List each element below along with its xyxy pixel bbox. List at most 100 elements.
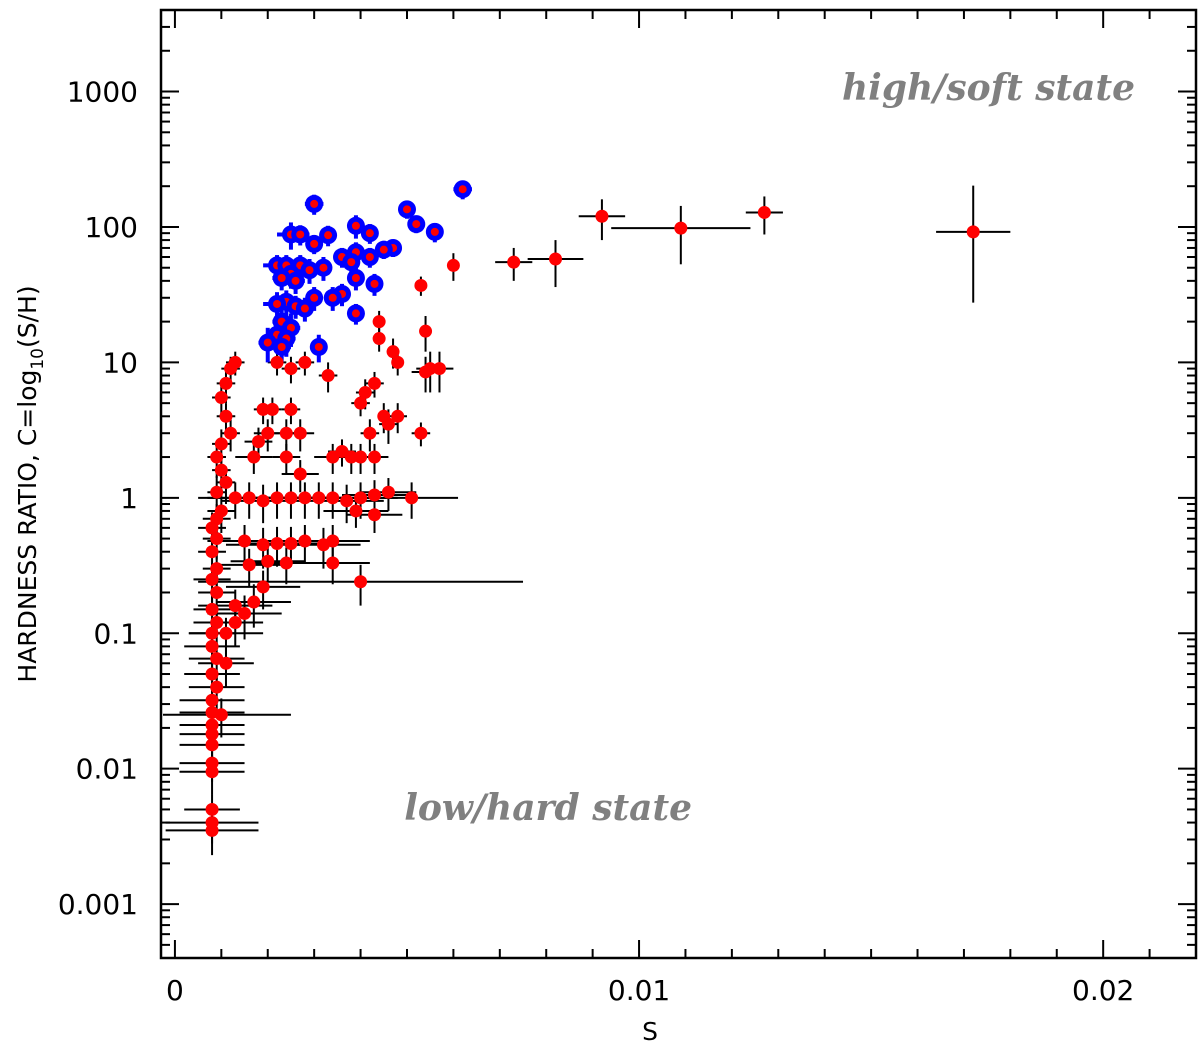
y-axis-title-suffix: (S/H) [13, 285, 42, 348]
data-point-low-hard [340, 494, 354, 508]
annotation-low-hard-state: low/hard state [404, 787, 692, 829]
annotation-high-soft-state: high/soft state [842, 67, 1135, 109]
data-point-low-hard [205, 639, 219, 653]
data-point-low-hard [228, 599, 242, 613]
data-point-high-soft-center [328, 293, 337, 302]
data-point-low-hard [372, 332, 386, 346]
data-point-high-soft-center [365, 253, 374, 262]
data-point-low-hard [210, 680, 224, 694]
data-point-low-hard [247, 450, 261, 464]
data-point-low-hard [214, 437, 228, 451]
data-point-low-hard [228, 616, 242, 630]
data-point-low-hard [205, 718, 219, 732]
data-point-high-soft-center [430, 227, 439, 236]
data-point-low-hard [354, 450, 368, 464]
data-point-low-hard [326, 450, 340, 464]
data-point-high-soft-center [347, 258, 356, 267]
data-point-low-hard [256, 580, 270, 594]
data-point-high-soft-center [310, 239, 319, 248]
data-point-low-hard [279, 450, 293, 464]
data-point-low-hard [210, 450, 224, 464]
data-point-low-hard [205, 802, 219, 816]
y-tick-label: 0.01 [76, 753, 138, 786]
x-tick-label: 0.02 [1072, 974, 1134, 1007]
x-tick-label: 0 [166, 974, 184, 1007]
data-point-low-hard [261, 426, 275, 440]
data-point-high-soft-center [310, 293, 319, 302]
data-point-high-soft-center [300, 304, 309, 313]
data-point-low-hard [270, 491, 284, 505]
data-point-low-hard [358, 385, 372, 399]
data-point-low-hard [279, 426, 293, 440]
data-point-high-soft-center [273, 299, 282, 308]
data-point-low-hard [354, 396, 368, 410]
data-point-low-hard [256, 494, 270, 508]
data-point-low-hard [210, 485, 224, 499]
data-point-low-hard [284, 362, 298, 376]
data-point-low-hard [414, 426, 428, 440]
x-tick-label: 0.01 [608, 974, 670, 1007]
data-point-high-soft-center [296, 230, 305, 239]
data-point-low-hard [214, 463, 228, 477]
y-tick-label: 0.1 [93, 617, 138, 650]
data-point-low-hard [219, 409, 233, 423]
data-point-low-hard [205, 521, 219, 535]
data-point-low-hard [247, 595, 261, 609]
y-axis-title-main: HARDNESS RATIO, C=log [13, 370, 42, 683]
data-point-low-hard [966, 225, 980, 239]
data-point-high-soft-center [379, 245, 388, 254]
data-point-low-hard [298, 491, 312, 505]
data-point-low-hard [367, 450, 381, 464]
data-point-low-hard [757, 205, 771, 219]
data-point-high-soft-center [305, 266, 314, 275]
data-point-high-soft-center [291, 276, 300, 285]
data-point-low-hard [219, 376, 233, 390]
y-tick-label: 10 [102, 346, 138, 379]
data-point-low-hard [205, 693, 219, 707]
data-point-low-hard [210, 585, 224, 599]
y-tick-label: 0.001 [58, 888, 138, 921]
data-point-low-hard [256, 538, 270, 552]
y-axis-title: HARDNESS RATIO, C=log10(S/H) [13, 285, 48, 682]
data-point-low-hard [228, 491, 242, 505]
data-point-low-hard [367, 376, 381, 390]
data-point-low-hard [242, 491, 256, 505]
data-point-low-hard [238, 606, 252, 620]
data-point-low-hard [381, 485, 395, 499]
y-axis-title-subscript: 10 [28, 348, 48, 370]
data-point-low-hard [214, 391, 228, 405]
data-point-low-hard [205, 545, 219, 559]
data-point-high-soft-center [263, 338, 272, 347]
data-point-low-hard [279, 556, 293, 570]
data-point-low-hard [298, 534, 312, 548]
data-point-high-soft-center [365, 229, 374, 238]
data-point-high-soft-center [324, 231, 333, 240]
data-point-high-soft-center [370, 279, 379, 288]
plot-frame [159, 8, 1198, 960]
data-point-low-hard [256, 402, 270, 416]
data-point-low-hard [391, 355, 405, 369]
data-point-high-soft-center [458, 185, 467, 194]
data-points [205, 180, 980, 837]
data-point-low-hard [242, 558, 256, 572]
data-point-high-soft-center [351, 273, 360, 282]
data-point-low-hard [349, 504, 363, 518]
data-point-low-hard [367, 488, 381, 502]
data-point-low-hard [446, 258, 460, 272]
data-point-high-soft-center [319, 263, 328, 272]
data-point-low-hard [414, 278, 428, 292]
data-point-low-hard [224, 426, 238, 440]
data-point-low-hard [595, 209, 609, 223]
data-point-low-hard [549, 252, 563, 266]
data-point-low-hard [205, 572, 219, 586]
data-point-high-soft-center [314, 342, 323, 351]
y-axis-ticks: 0.001 0.01 0.1 1 10 100 1000 [58, 9, 1196, 959]
data-point-low-hard [284, 491, 298, 505]
data-point-high-soft-center [351, 309, 360, 318]
data-point-low-hard [507, 255, 521, 269]
data-point-low-hard [419, 324, 433, 338]
data-point-low-hard [326, 491, 340, 505]
y-tick-label: 1000 [67, 76, 138, 109]
data-point-high-soft-center [286, 323, 295, 332]
